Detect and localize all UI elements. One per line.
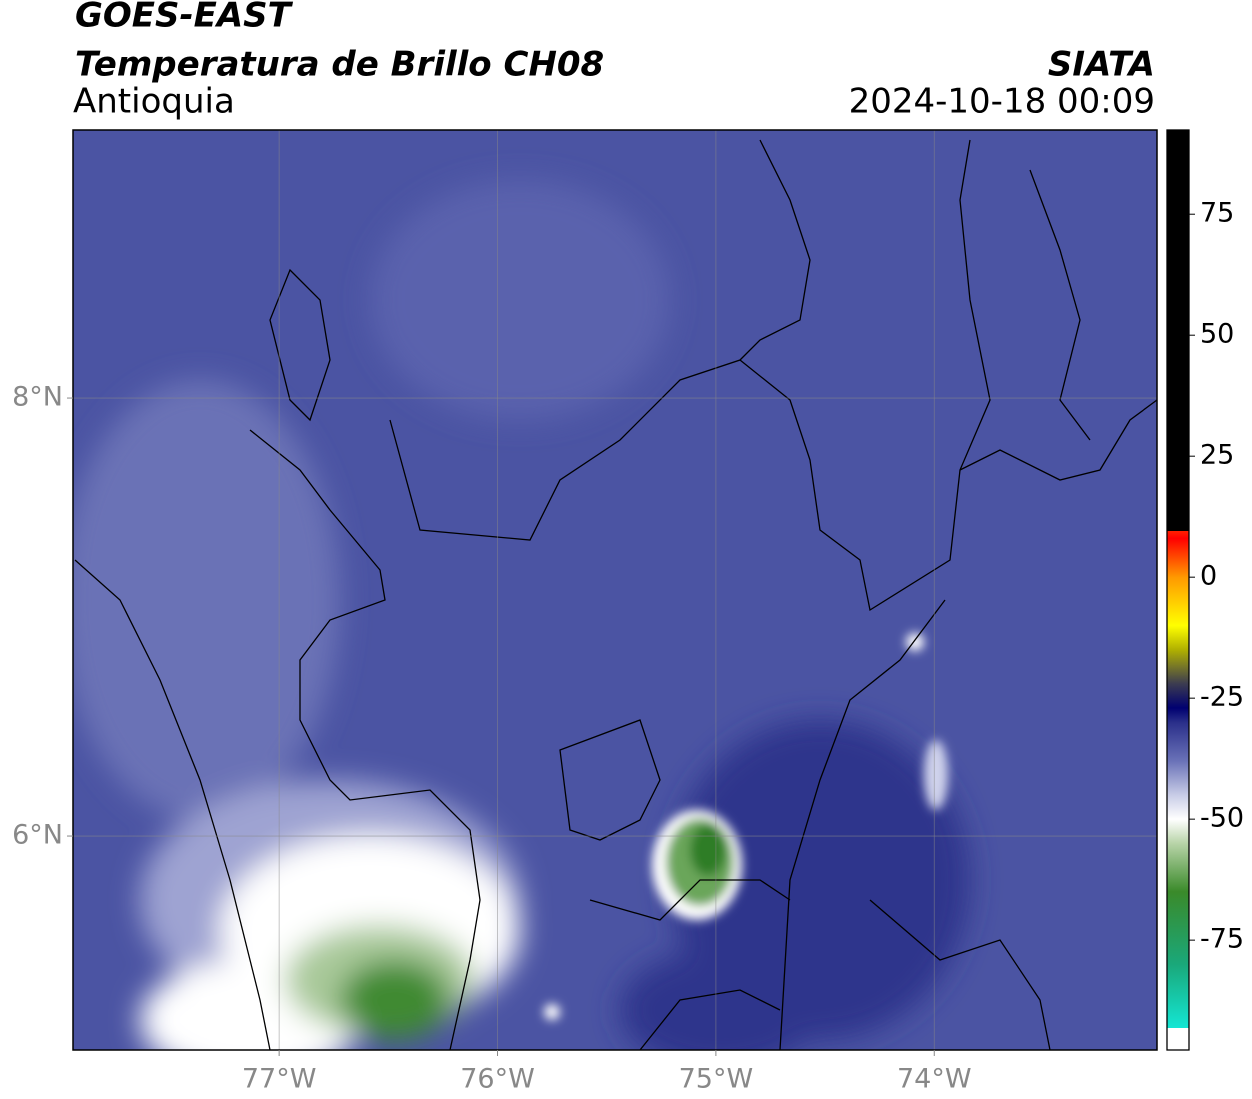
- boundaries: [74, 139, 1157, 1050]
- subtitle: Temperatura de Brillo CH08: [75, 45, 604, 85]
- region: Antioquia: [73, 82, 235, 122]
- datetime: 2024-10-18 00:09: [849, 82, 1155, 122]
- colorbar-tick-label: 25: [1200, 440, 1234, 471]
- title: GOES-EAST: [75, 0, 294, 36]
- colorbar-tick-label: 0: [1200, 561, 1217, 592]
- colorbar-tick-label: -75: [1200, 924, 1244, 955]
- x-tick-label: 76°W: [460, 1064, 535, 1095]
- colorbar-tick-label: -50: [1200, 803, 1244, 834]
- x-tick-label: 77°W: [242, 1064, 317, 1095]
- cloud-field: [73, 180, 970, 1050]
- y-tick-label: 6°N: [12, 820, 63, 851]
- colorbar-tick-label: 75: [1200, 198, 1234, 229]
- colorbar: [1166, 129, 1190, 1051]
- x-tick-label: 75°W: [679, 1064, 754, 1095]
- map-frame: [72, 129, 1158, 1051]
- colorbar-tick-label: -25: [1200, 682, 1244, 713]
- convective-cell: [544, 633, 948, 1020]
- x-tick-label: 74°W: [897, 1064, 972, 1095]
- agency: SIATA: [1048, 45, 1155, 85]
- colorbar-tick-label: 50: [1200, 319, 1234, 350]
- map-image: [73, 130, 1157, 1050]
- y-tick-label: 8°N: [12, 382, 63, 413]
